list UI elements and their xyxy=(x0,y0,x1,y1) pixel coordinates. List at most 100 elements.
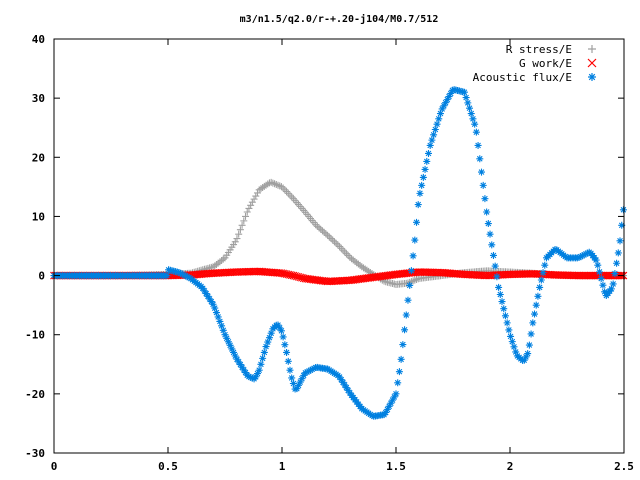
data-point xyxy=(279,333,287,341)
data-point xyxy=(339,246,347,254)
data-point xyxy=(534,292,542,300)
data-point xyxy=(433,120,441,128)
data-point xyxy=(505,326,513,334)
data-point xyxy=(496,290,504,298)
data-point xyxy=(329,236,337,244)
data-point xyxy=(221,331,229,339)
data-point xyxy=(609,280,617,288)
data-point xyxy=(243,208,251,216)
legend-label-0: R stress/E xyxy=(506,43,572,56)
data-point xyxy=(447,89,455,97)
data-point xyxy=(428,136,436,144)
data-point xyxy=(524,350,532,358)
y-tick-label: 40 xyxy=(32,33,45,46)
data-point xyxy=(503,319,511,327)
data-point xyxy=(252,373,260,381)
data-point xyxy=(180,271,188,279)
data-point xyxy=(399,341,407,349)
data-point xyxy=(214,313,222,321)
x-tick-label: 2 xyxy=(507,460,514,473)
data-point xyxy=(296,378,304,386)
data-point xyxy=(389,396,397,404)
data-point xyxy=(312,221,320,229)
y-tick-label: -20 xyxy=(25,388,45,401)
data-point xyxy=(183,273,191,281)
data-point xyxy=(267,329,275,337)
data-point xyxy=(464,99,472,107)
data-point xyxy=(421,165,429,173)
data-point xyxy=(279,184,287,192)
data-point xyxy=(231,352,239,360)
data-point xyxy=(462,94,470,102)
data-point xyxy=(219,255,227,263)
data-point xyxy=(382,408,390,416)
data-point xyxy=(414,201,422,209)
data-point xyxy=(469,115,477,123)
data-point xyxy=(281,341,289,349)
data-point xyxy=(409,252,417,260)
x-tick-label: 1 xyxy=(279,460,286,473)
data-point xyxy=(283,188,291,196)
series-2 xyxy=(50,86,627,420)
data-point xyxy=(536,283,544,291)
data-point xyxy=(411,236,419,244)
data-point xyxy=(242,212,250,220)
data-point xyxy=(337,244,345,252)
data-point xyxy=(512,348,520,356)
data-point xyxy=(404,296,412,304)
data-point xyxy=(344,251,352,259)
data-point xyxy=(601,288,609,296)
data-point xyxy=(332,239,340,247)
data-point xyxy=(324,231,332,239)
data-point xyxy=(257,360,265,368)
plot-marks xyxy=(50,86,628,420)
data-point xyxy=(575,254,583,262)
data-point xyxy=(242,369,250,377)
data-point xyxy=(228,345,236,353)
data-point xyxy=(520,356,528,364)
data-point xyxy=(334,241,342,249)
data-point xyxy=(416,189,424,197)
data-point xyxy=(525,341,533,349)
data-point xyxy=(265,334,273,342)
data-point xyxy=(182,272,190,280)
data-point xyxy=(284,357,292,365)
data-point xyxy=(300,371,308,379)
x-tick-label: 1.5 xyxy=(386,460,406,473)
data-point xyxy=(474,141,482,149)
data-point xyxy=(325,233,333,241)
legend-label-2: Acoustic flux/E xyxy=(473,71,572,84)
data-point xyxy=(235,230,243,238)
data-point xyxy=(442,99,450,107)
data-point xyxy=(274,181,282,189)
data-point xyxy=(419,173,427,181)
data-point xyxy=(303,368,311,376)
data-point xyxy=(178,270,186,278)
data-point xyxy=(385,402,393,410)
data-point xyxy=(443,96,451,104)
data-point xyxy=(483,208,491,216)
y-tick-label: 10 xyxy=(32,210,45,223)
data-point xyxy=(245,204,253,212)
data-point xyxy=(342,384,350,392)
data-point xyxy=(472,128,480,136)
data-point xyxy=(541,261,549,269)
y-tick-label: 0 xyxy=(38,270,45,283)
y-tick-label: -10 xyxy=(25,329,45,342)
data-point xyxy=(430,131,438,139)
data-point xyxy=(271,180,279,188)
data-point xyxy=(283,348,291,356)
data-point xyxy=(320,228,328,236)
data-point xyxy=(527,330,535,338)
data-point xyxy=(245,373,253,381)
data-point xyxy=(580,251,588,259)
data-point xyxy=(206,295,214,303)
data-point xyxy=(392,390,400,398)
data-point xyxy=(406,281,414,289)
data-point xyxy=(175,268,183,276)
data-point xyxy=(479,181,487,189)
data-point xyxy=(207,298,215,306)
data-point xyxy=(313,222,321,230)
